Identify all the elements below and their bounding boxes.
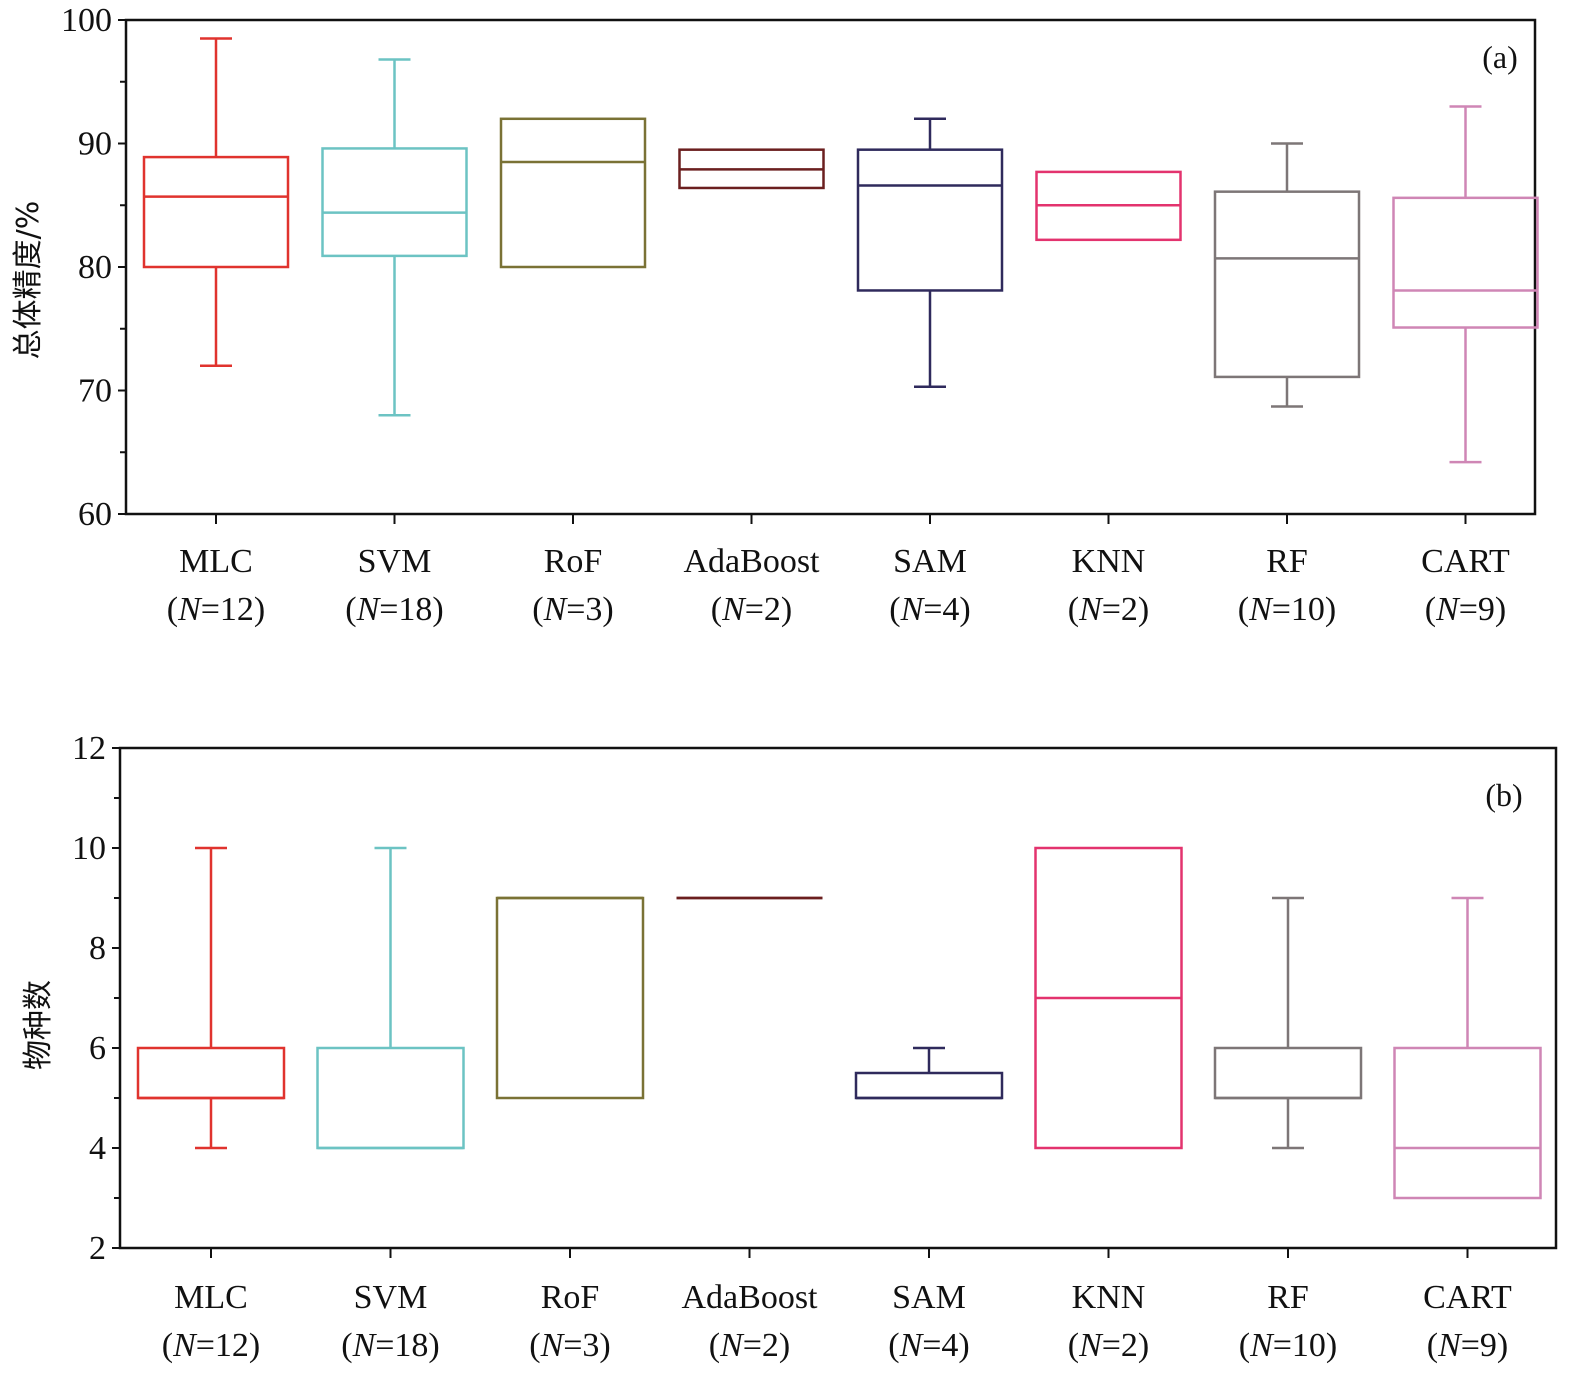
x-category-n-label: (N=3) (529, 1327, 611, 1364)
x-category-n-label: (N=12) (162, 1327, 261, 1364)
x-category-label: SVM (358, 543, 432, 580)
x-category-n-label: (N=2) (709, 1327, 791, 1364)
x-category-label: RoF (544, 543, 603, 580)
box-knn (1035, 170, 1182, 242)
y-tick-label: 12 (72, 730, 106, 767)
box-body (495, 896, 645, 1100)
y-tick-label: 70 (78, 373, 112, 410)
box-body (321, 147, 468, 258)
box-adaboost (678, 148, 825, 190)
x-category-n-label: (N=2) (1068, 591, 1150, 628)
x-category-n-label: (N=10) (1238, 591, 1337, 628)
x-category-n-label: (N=4) (888, 1327, 970, 1364)
box-mlc (136, 846, 286, 1150)
x-category-label: SAM (893, 543, 967, 580)
y-tick-label: 80 (78, 249, 112, 286)
box-cart (1393, 896, 1542, 1200)
box-body (1213, 190, 1361, 379)
box-body (856, 148, 1004, 292)
x-category-label: CART (1421, 543, 1510, 580)
x-category-label: RF (1266, 543, 1308, 580)
x-category-n-label: (N=9) (1427, 1327, 1509, 1364)
y-axis-label: 总体精度/% (11, 201, 46, 360)
x-category-n-label: (N=3) (532, 591, 614, 628)
x-category-label: KNN (1072, 543, 1146, 580)
box-body (136, 1046, 286, 1100)
y-tick-label: 2 (89, 1230, 106, 1267)
box-knn (1034, 846, 1183, 1150)
x-category-n-label: (N=12) (167, 591, 266, 628)
x-category-label: SAM (892, 1279, 966, 1316)
box-body (499, 117, 647, 269)
panel-label: (a) (1482, 39, 1518, 75)
box-sam (854, 1046, 1004, 1100)
box-sam (856, 117, 1004, 389)
x-category-n-label: (N=18) (345, 591, 444, 628)
x-category-n-label: (N=2) (1068, 1327, 1150, 1364)
chart-panel-b: 2 4 6 8 10 12 物种数 (b) MLC (N=12) SVM (N=18) RoF (N=3)… (21, 730, 1558, 1364)
plot-frame (124, 18, 1537, 516)
box-rof (499, 117, 647, 269)
y-tick-label: 8 (89, 930, 106, 967)
x-category-label: CART (1423, 1279, 1512, 1316)
y-tick-label: 6 (89, 1030, 106, 1067)
box-rof (495, 896, 645, 1100)
x-category-label: AdaBoost (684, 543, 821, 580)
y-tick-label: 90 (78, 126, 112, 163)
box-body (142, 155, 290, 269)
chart-panel-a: 60 70 80 90 100 总体精度/% (a) MLC (N=12) SVM (N=18) Ro… (11, 2, 1539, 628)
plot-frame (118, 746, 1558, 1250)
x-category-n-label: (N=10) (1239, 1327, 1338, 1364)
x-category-label: AdaBoost (682, 1279, 819, 1316)
x-category-label: SVM (354, 1279, 428, 1316)
y-tick-label: 10 (72, 830, 106, 867)
box-rf (1213, 142, 1361, 408)
y-tick-label: 4 (89, 1130, 106, 1167)
box-body (1392, 196, 1539, 329)
x-category-n-label: (N=18) (341, 1327, 440, 1364)
box-mlc (142, 37, 290, 368)
box-body (1393, 1046, 1542, 1200)
x-category-n-label: (N=2) (711, 591, 793, 628)
x-category-n-label: (N=4) (889, 591, 971, 628)
x-category-n-label: (N=9) (1425, 591, 1507, 628)
box-body (854, 1071, 1004, 1100)
panel-label: (b) (1485, 777, 1522, 813)
box-cart (1392, 105, 1539, 464)
box-rf (1213, 896, 1363, 1150)
y-tick-label: 60 (78, 496, 112, 533)
box-svm (321, 58, 468, 417)
y-tick-label: 100 (61, 2, 112, 39)
x-category-label: MLC (174, 1279, 248, 1316)
box-body (1213, 1046, 1363, 1100)
x-category-label: RF (1267, 1279, 1309, 1316)
box-svm (316, 846, 465, 1150)
x-category-label: KNN (1072, 1279, 1146, 1316)
x-category-label: MLC (179, 543, 253, 580)
y-axis-label: 物种数 (21, 980, 56, 1070)
box-body (316, 1046, 465, 1150)
x-category-label: RoF (541, 1279, 600, 1316)
